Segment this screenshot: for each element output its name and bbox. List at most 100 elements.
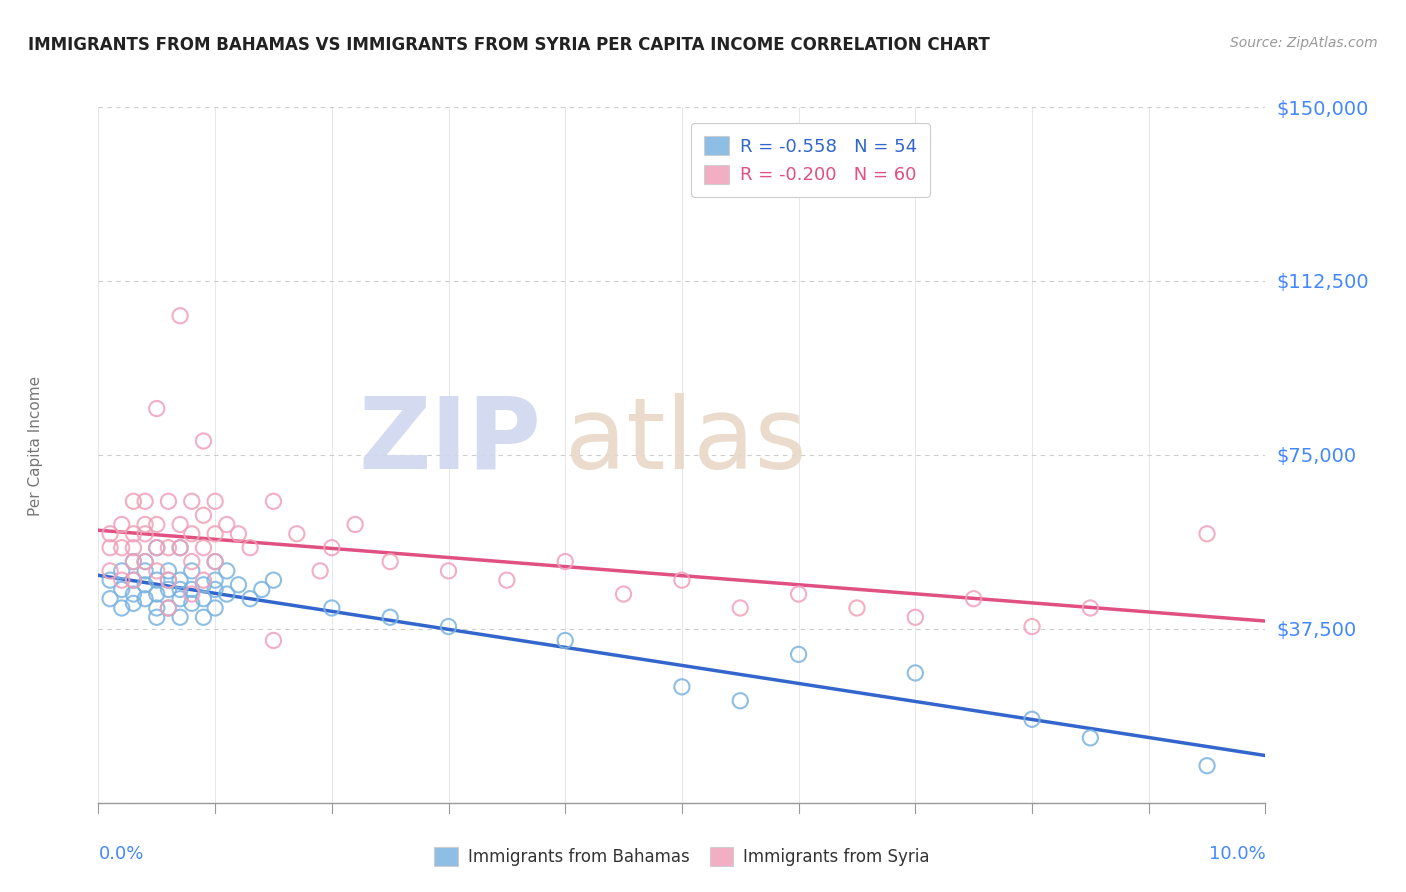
- Point: [134, 526, 156, 541]
- Point: [122, 494, 145, 508]
- Point: [146, 610, 169, 624]
- Point: [169, 573, 191, 587]
- Point: [122, 555, 145, 569]
- Point: [122, 587, 145, 601]
- Point: [111, 564, 134, 578]
- Point: [146, 587, 169, 601]
- Point: [228, 578, 250, 592]
- Point: [98, 526, 121, 541]
- Point: [262, 494, 284, 508]
- Point: [215, 564, 238, 578]
- Point: [98, 541, 121, 555]
- Point: [239, 591, 262, 606]
- Point: [180, 555, 202, 569]
- Point: [728, 601, 751, 615]
- Point: [285, 526, 308, 541]
- Point: [157, 573, 180, 587]
- Point: [204, 601, 226, 615]
- Point: [169, 517, 191, 532]
- Point: [98, 564, 121, 578]
- Text: Per Capita Income: Per Capita Income: [28, 376, 42, 516]
- Point: [228, 526, 250, 541]
- Point: [437, 619, 460, 633]
- Point: [134, 591, 156, 606]
- Point: [787, 587, 810, 601]
- Point: [134, 555, 156, 569]
- Point: [180, 582, 202, 597]
- Point: [262, 633, 284, 648]
- Point: [193, 578, 215, 592]
- Point: [98, 591, 121, 606]
- Point: [111, 517, 134, 532]
- Point: [169, 591, 191, 606]
- Text: IMMIGRANTS FROM BAHAMAS VS IMMIGRANTS FROM SYRIA PER CAPITA INCOME CORRELATION C: IMMIGRANTS FROM BAHAMAS VS IMMIGRANTS FR…: [28, 36, 990, 54]
- Point: [122, 573, 145, 587]
- Point: [437, 564, 460, 578]
- Point: [180, 564, 202, 578]
- Point: [180, 494, 202, 508]
- Point: [180, 596, 202, 610]
- Point: [671, 573, 693, 587]
- Point: [146, 564, 169, 578]
- Point: [321, 541, 343, 555]
- Point: [845, 601, 868, 615]
- Point: [671, 680, 693, 694]
- Point: [309, 564, 332, 578]
- Point: [204, 555, 226, 569]
- Legend: Immigrants from Bahamas, Immigrants from Syria: Immigrants from Bahamas, Immigrants from…: [426, 839, 938, 874]
- Point: [169, 541, 191, 555]
- Point: [157, 573, 180, 587]
- Point: [193, 508, 215, 523]
- Point: [215, 517, 238, 532]
- Point: [193, 610, 215, 624]
- Point: [1080, 731, 1102, 745]
- Point: [262, 573, 284, 587]
- Text: 10.0%: 10.0%: [1209, 845, 1265, 863]
- Point: [157, 601, 180, 615]
- Point: [157, 541, 180, 555]
- Point: [962, 591, 984, 606]
- Point: [169, 541, 191, 555]
- Point: [193, 434, 215, 448]
- Point: [321, 601, 343, 615]
- Point: [904, 665, 927, 680]
- Point: [169, 309, 191, 323]
- Point: [111, 601, 134, 615]
- Point: [1195, 526, 1218, 541]
- Point: [122, 573, 145, 587]
- Point: [146, 541, 169, 555]
- Point: [134, 517, 156, 532]
- Point: [787, 648, 810, 662]
- Point: [904, 610, 927, 624]
- Point: [612, 587, 634, 601]
- Point: [193, 573, 215, 587]
- Point: [204, 494, 226, 508]
- Point: [122, 541, 145, 555]
- Point: [98, 573, 121, 587]
- Point: [1195, 758, 1218, 772]
- Point: [157, 601, 180, 615]
- Point: [146, 401, 169, 416]
- Point: [204, 555, 226, 569]
- Point: [495, 573, 517, 587]
- Point: [134, 578, 156, 592]
- Point: [1021, 712, 1043, 726]
- Point: [111, 582, 134, 597]
- Point: [111, 541, 134, 555]
- Point: [134, 494, 156, 508]
- Point: [146, 601, 169, 615]
- Point: [157, 582, 180, 597]
- Point: [122, 526, 145, 541]
- Point: [180, 587, 202, 601]
- Text: ZIP: ZIP: [359, 392, 541, 490]
- Point: [146, 573, 169, 587]
- Point: [554, 633, 576, 648]
- Point: [122, 555, 145, 569]
- Point: [169, 610, 191, 624]
- Point: [554, 555, 576, 569]
- Text: Source: ZipAtlas.com: Source: ZipAtlas.com: [1230, 36, 1378, 50]
- Point: [146, 541, 169, 555]
- Point: [146, 517, 169, 532]
- Point: [344, 517, 367, 532]
- Point: [1021, 619, 1043, 633]
